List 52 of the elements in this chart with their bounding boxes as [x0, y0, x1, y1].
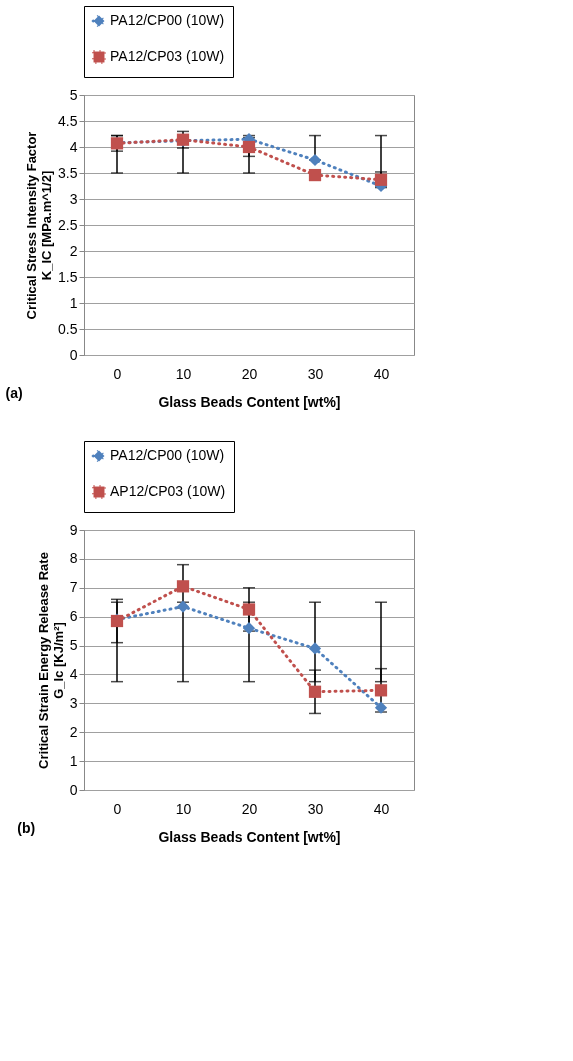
y-tick-label: 2: [69, 242, 78, 259]
x-tick-label: 20: [241, 365, 258, 382]
x-axis-title: Glass Beads Content [wt%]: [158, 393, 341, 410]
y-tick-label: 4: [69, 665, 78, 682]
point: [242, 622, 256, 635]
y-tick-label: 8: [69, 550, 78, 567]
point: [308, 168, 322, 182]
point: [242, 603, 256, 616]
x-tick-label: 40: [373, 800, 390, 817]
y-tick-label: 3.5: [58, 164, 78, 181]
y-tick-label: 7: [69, 579, 78, 596]
x-tick-label: 30: [307, 800, 324, 817]
y-tick-label: 3: [69, 190, 78, 207]
y-tick-label: 5: [69, 637, 78, 654]
text: (a): [5, 385, 23, 401]
y-tick-label: 0: [69, 346, 78, 363]
y-tick-label: 2.5: [58, 216, 78, 233]
y-tick-label: 2: [69, 723, 78, 740]
y-tick-label: 6: [69, 608, 78, 625]
legend-label: PA12/CP03 (10W): [110, 48, 225, 64]
y-axis-title: Critical Strain Energy Release Rate G_Ic [KJ/m²]: [35, 552, 66, 769]
y-tick-label: 0: [69, 781, 78, 798]
x-axis-title: Glass Beads Content [wt%]: [158, 828, 341, 845]
y-tick-label: 4.5: [58, 112, 78, 129]
legend-label: PA12/CP00 (10W): [110, 12, 225, 28]
y-tick-label: 3: [69, 694, 78, 711]
x-tick-label: 10: [175, 365, 192, 382]
y-tick-label: 1: [69, 294, 78, 311]
legend-label: AP12/CP03 (10W): [110, 483, 226, 499]
point: [308, 685, 322, 698]
x-tick-label: 40: [373, 365, 390, 382]
y-tick-label: 0.5: [58, 320, 78, 337]
legend-label: PA12/CP00 (10W): [110, 447, 225, 463]
y-tick-label: 4: [69, 138, 78, 155]
point: [374, 684, 388, 697]
x-tick-label: 20: [241, 800, 258, 817]
y-tick-label: 5: [69, 86, 78, 103]
point: [308, 153, 322, 167]
y-tick-label: 1: [69, 752, 78, 769]
y-axis-title: Critical Stress Intensity Factor K_IC [MPa.m^1/2]: [24, 131, 55, 320]
point: [374, 701, 388, 714]
x-tick-label: 30: [307, 365, 324, 382]
point: [308, 642, 322, 655]
text: (b): [17, 820, 36, 836]
x-tick-label: 0: [113, 365, 122, 382]
point: [176, 600, 190, 613]
y-tick-label: 1.5: [58, 268, 78, 285]
point: [176, 580, 190, 593]
x-tick-label: 10: [175, 800, 192, 817]
x-tick-label: 0: [113, 800, 122, 817]
point: [242, 140, 256, 154]
y-tick-label: 9: [69, 521, 78, 538]
